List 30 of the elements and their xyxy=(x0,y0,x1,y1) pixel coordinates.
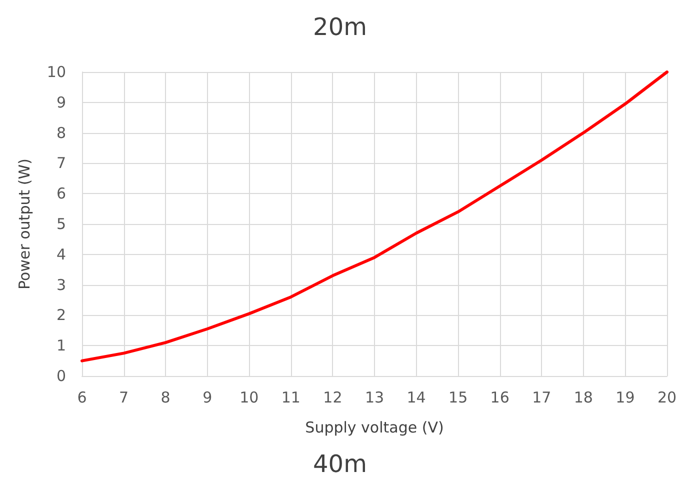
y-tick-label: 4 xyxy=(56,245,66,264)
x-tick-label: 14 xyxy=(406,388,426,406)
x-tick-label: 16 xyxy=(490,388,510,406)
y-tick-label: 9 xyxy=(56,93,66,112)
y-tick-label: 3 xyxy=(56,276,66,294)
y-axis-title: Power output (W) xyxy=(16,158,34,290)
x-tick-label: 19 xyxy=(616,388,635,406)
y-tick-label: 2 xyxy=(56,306,66,324)
x-tick-label: 12 xyxy=(323,388,342,406)
chart-title: 20m xyxy=(313,13,367,41)
x-axis-title: Supply voltage (V) xyxy=(305,418,444,436)
x-tick-label: 20 xyxy=(657,388,677,406)
text: 40m xyxy=(313,450,367,478)
x-tick-label: 8 xyxy=(160,388,170,406)
y-tick-label: 6 xyxy=(56,184,66,203)
x-tick-label: 10 xyxy=(240,388,259,406)
x-tick-label: 9 xyxy=(202,388,212,406)
y-tick-label: 0 xyxy=(56,367,66,385)
y-tick-label: 7 xyxy=(56,154,66,172)
x-tick-label: 11 xyxy=(281,388,300,406)
x-tick-label: 18 xyxy=(574,388,593,406)
x-tick-label: 6 xyxy=(77,388,87,406)
y-tick-label: 5 xyxy=(56,215,66,233)
y-tick-label: 8 xyxy=(56,124,66,142)
x-tick-label: 7 xyxy=(119,388,129,406)
y-tick-label: 10 xyxy=(46,63,66,81)
x-tick-label: 15 xyxy=(448,388,468,406)
y-tick-label: 1 xyxy=(56,336,66,355)
x-tick-label: 13 xyxy=(364,388,384,406)
x-tick-label: 17 xyxy=(532,388,552,406)
